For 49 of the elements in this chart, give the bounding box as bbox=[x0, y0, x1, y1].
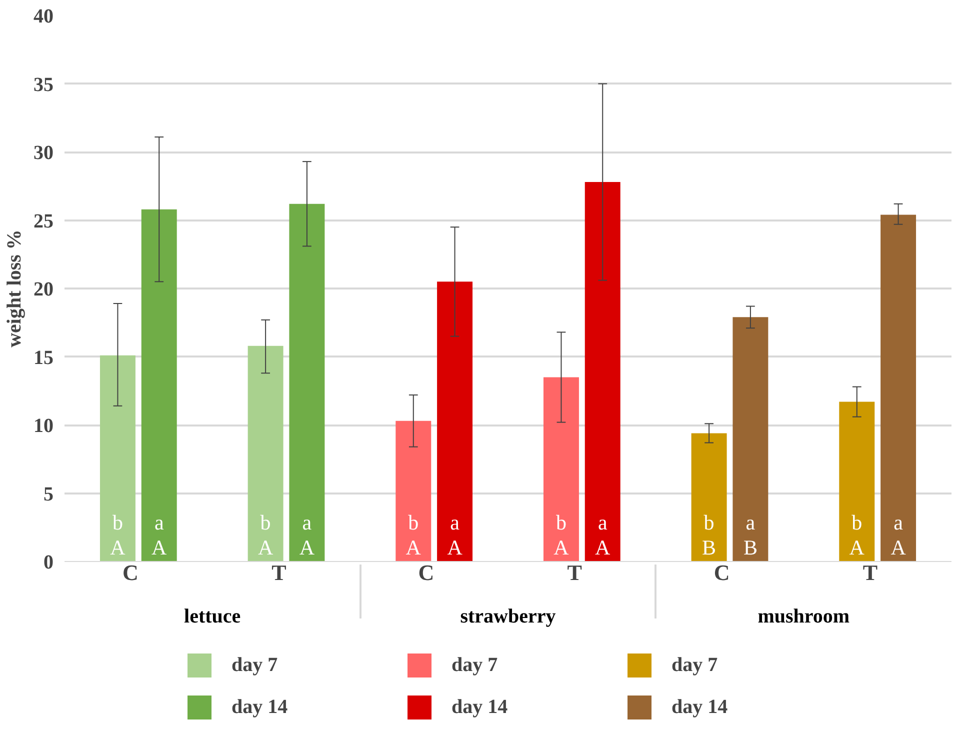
y-tick-label: 15 bbox=[34, 346, 54, 369]
text: mushroom bbox=[758, 606, 850, 628]
x-tick-label: T bbox=[862, 560, 878, 585]
data-label: a B bbox=[743, 510, 758, 560]
x-tick-label: C bbox=[714, 560, 730, 585]
data-label: a A bbox=[152, 510, 168, 560]
bar bbox=[880, 214, 916, 562]
y-tick-label: 10 bbox=[34, 415, 54, 437]
data-label: a A bbox=[447, 510, 464, 560]
text: strawberry bbox=[460, 606, 556, 628]
bar bbox=[839, 402, 875, 562]
y-tick-label: 40 bbox=[34, 6, 54, 28]
y-tick-label: 20 bbox=[34, 278, 54, 300]
data-label: b B bbox=[702, 510, 716, 560]
data-label: b A bbox=[849, 510, 866, 560]
bar bbox=[691, 433, 727, 562]
data-label: a A bbox=[595, 510, 612, 560]
data-label: a A bbox=[299, 510, 316, 560]
legend-label: day 14 bbox=[452, 696, 509, 718]
y-tick-label: 5 bbox=[44, 483, 54, 506]
x-tick-label: C bbox=[418, 560, 434, 585]
bar bbox=[437, 282, 473, 562]
data-label: a A bbox=[890, 510, 907, 560]
data-label: b A bbox=[554, 510, 570, 560]
data-label: b A bbox=[258, 510, 274, 560]
data-label: b A bbox=[406, 510, 422, 560]
bar bbox=[289, 204, 325, 562]
legend-label: day 7 bbox=[672, 654, 719, 676]
bar bbox=[543, 377, 579, 562]
y-axis-title: weight loss % bbox=[4, 230, 26, 348]
y-tick-label: 0 bbox=[44, 552, 54, 574]
data-label: b A bbox=[110, 510, 126, 560]
bar bbox=[584, 182, 620, 562]
legend-label: day 14 bbox=[672, 696, 729, 718]
bar bbox=[248, 346, 284, 562]
legend-label: day 7 bbox=[452, 654, 499, 676]
legend-label: day 14 bbox=[232, 696, 289, 718]
x-tick-label: C bbox=[122, 560, 138, 585]
y-tick-label: 30 bbox=[34, 142, 54, 164]
bar bbox=[732, 317, 768, 562]
x-tick-label: T bbox=[567, 560, 582, 585]
legend-label: day 7 bbox=[232, 654, 279, 676]
bar bbox=[141, 209, 177, 562]
bar bbox=[100, 355, 136, 562]
bar bbox=[396, 420, 432, 562]
text: lettuce bbox=[184, 606, 241, 628]
y-tick-label: 35 bbox=[34, 74, 54, 96]
y-tick-label: 25 bbox=[34, 210, 54, 232]
x-tick-label: T bbox=[272, 560, 287, 585]
